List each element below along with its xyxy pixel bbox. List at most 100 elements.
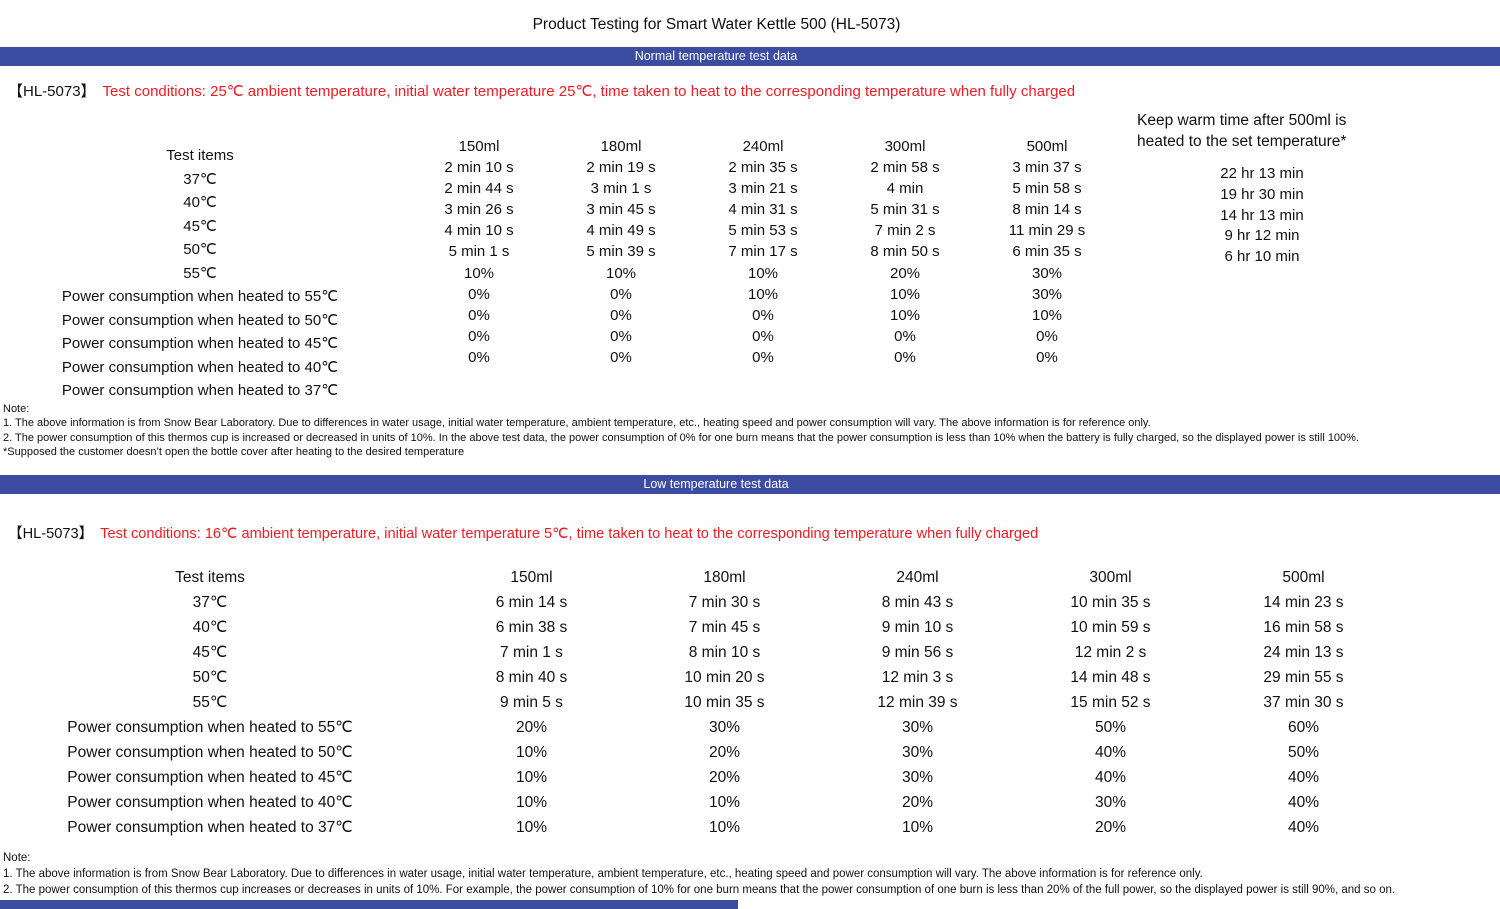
table-cell: 20% — [515, 719, 548, 736]
row-label: 50℃ — [192, 669, 228, 686]
table-cell: 4 min 10 s — [444, 222, 514, 240]
column-values: 6 min 14 s 6 min 38 s 7 min 1 s 8 min 40 s 9… — [435, 590, 628, 840]
t2-column-header-test-items: Test items — [175, 569, 245, 586]
table-cell: 3 min 26 s — [444, 201, 514, 219]
table-cell: 10% — [708, 794, 741, 811]
table-cell: 12 min 2 s — [1074, 644, 1147, 661]
note-line: 2. The power consumption of this thermos… — [3, 884, 1396, 896]
keep-warm-value: 6 hr 10 min — [1224, 248, 1300, 266]
section-banner-normal: Normal temperature test data — [0, 47, 1500, 66]
table-cell: 5 min 53 s — [728, 222, 798, 240]
table-cell: 10% — [1031, 306, 1063, 324]
column-values: 10 min 35 s 10 min 59 s 12 min 2 s 14 min 4… — [1014, 590, 1207, 840]
page-title: Product Testing for Smart Water Kettle 5… — [532, 16, 901, 33]
t2-column-240ml: 240ml 8 min 43 s 9 min 10 s 9 min 56 s 12 m… — [821, 565, 1014, 840]
keep-warm-value: 22 hr 13 min — [1220, 165, 1304, 182]
column-header: 180ml — [703, 569, 746, 586]
table-cell: 0% — [468, 285, 490, 303]
table-cell: 20% — [708, 769, 741, 786]
row-label: Power consumption when heated to 37℃ — [61, 382, 339, 399]
table-cell: 0% — [610, 327, 632, 345]
table-cell: 8 min 43 s — [881, 594, 954, 611]
note-line: *Supposed the customer doesn’t open the … — [3, 446, 465, 459]
column-values: 8 min 43 s 9 min 10 s 9 min 56 s 12 min 3 s… — [821, 590, 1014, 840]
t1-column-180ml: 180ml 2 min 19 s 3 min 1 s 3 min 45 s 4 min… — [550, 136, 692, 368]
table-cell: 10% — [889, 285, 921, 303]
table-cell: 10% — [747, 264, 779, 282]
row-label: Power consumption when heated to 55℃ — [67, 719, 353, 736]
column-header: 240ml — [896, 569, 939, 586]
table-cell: 10% — [889, 306, 921, 324]
t1-column-300ml: 300ml 2 min 58 s 4 min 5 min 31 s 7 min 2 s… — [834, 136, 976, 368]
table-cell: 8 min 14 s — [1012, 201, 1082, 219]
keep-warm-value: 14 hr 13 min — [1220, 206, 1304, 224]
keep-warm-values: 22 hr 13 min 19 hr 30 min 14 hr 13 min 9 hr… — [1137, 164, 1387, 268]
column-values: 7 min 30 s 7 min 45 s 8 min 10 s 10 min 20 … — [628, 590, 821, 840]
row-label: 45℃ — [192, 644, 228, 661]
table-cell: 12 min 3 s — [881, 669, 954, 686]
keep-warm-value: 19 hr 30 min — [1220, 185, 1304, 203]
column-values: 3 min 37 s 5 min 58 s 8 min 14 s 11 min 29 … — [976, 157, 1118, 368]
t2-column-300ml: 300ml 10 min 35 s 10 min 59 s 12 min 2 s 14… — [1014, 565, 1207, 840]
column-header: 240ml — [742, 138, 784, 155]
table-cell: 30% — [1094, 794, 1127, 811]
table-cell: 9 min 10 s — [881, 619, 954, 636]
table-cell: 4 min 31 s — [728, 201, 798, 219]
column-header: 300ml — [884, 138, 926, 155]
table-cell: 7 min 45 s — [688, 619, 761, 636]
table-cell: 10% — [605, 264, 637, 282]
t1-column-500ml: 500ml 3 min 37 s 5 min 58 s 8 min 14 s 11 m… — [976, 136, 1118, 368]
table-cell: 30% — [901, 744, 934, 761]
row-label: 40℃ — [183, 194, 217, 211]
table-cell: 50% — [1094, 719, 1127, 736]
table-cell: 0% — [468, 306, 490, 324]
row-label: Power consumption when heated to 55℃ — [61, 288, 339, 305]
model-tag: 【HL-5073】 — [8, 83, 96, 100]
table-cell: 0% — [752, 327, 774, 345]
table-cell: 3 min 1 s — [590, 180, 652, 198]
table-cell: 40% — [1287, 794, 1320, 811]
table-cell: 30% — [708, 719, 741, 736]
notes-low: Note: 1. The above information is from Sn… — [3, 850, 1395, 898]
table-cell: 15 min 52 s — [1070, 694, 1151, 711]
row-label: Power consumption when heated to 40℃ — [67, 794, 353, 811]
table-cell: 10 min 59 s — [1070, 619, 1151, 636]
t1-test-items-column: Test items 37℃ 40℃ 45℃ 50℃ 55℃ Power consumpt… — [0, 144, 400, 403]
row-label: 50℃ — [183, 241, 217, 258]
table-cell: 20% — [1094, 819, 1127, 836]
table-cell: 10% — [901, 819, 934, 836]
table-cell: 0% — [610, 306, 632, 324]
table-cell: 3 min 45 s — [586, 201, 656, 219]
row-label: 55℃ — [192, 694, 228, 711]
table-cell: 30% — [1031, 285, 1063, 303]
table-cell: 24 min 13 s — [1263, 644, 1344, 661]
table-cell: 6 min 35 s — [1012, 243, 1082, 261]
note-line: 1. The above information is from Snow Be… — [3, 868, 1203, 880]
next-section-banner-partial — [0, 900, 738, 909]
table-cell: 2 min 10 s — [444, 159, 514, 177]
row-label: Power consumption when heated to 45℃ — [61, 335, 339, 352]
table-cell: 40% — [1287, 769, 1320, 786]
table-cell: 3 min 21 s — [728, 180, 798, 198]
table-cell: 0% — [894, 348, 916, 366]
table-cell: 11 min 29 s — [1008, 222, 1086, 240]
table-cell: 0% — [894, 327, 916, 345]
table-cell: 0% — [1036, 327, 1058, 345]
table-cell: 20% — [901, 794, 934, 811]
table-cell: 14 min 48 s — [1070, 669, 1151, 686]
table-cell: 4 min 49 s — [586, 222, 656, 240]
column-header: 150ml — [458, 138, 500, 155]
table-cell: 10% — [515, 819, 548, 836]
row-label: Power consumption when heated to 50℃ — [61, 311, 339, 329]
table-cell: 10% — [463, 264, 495, 282]
table-cell: 3 min 37 s — [1012, 159, 1082, 177]
keep-warm-column: Keep warm time after 500ml is heated to t… — [1137, 110, 1387, 268]
table-cell: 10% — [515, 744, 548, 761]
table-cell: 30% — [901, 769, 934, 786]
table-cell: 0% — [1036, 348, 1058, 366]
column-values: 2 min 58 s 4 min 5 min 31 s 7 min 2 s 8 min … — [834, 157, 976, 368]
table-cell: 8 min 50 s — [870, 243, 940, 261]
column-header: 500ml — [1282, 569, 1325, 586]
table-cell: 10 min 35 s — [684, 694, 765, 711]
